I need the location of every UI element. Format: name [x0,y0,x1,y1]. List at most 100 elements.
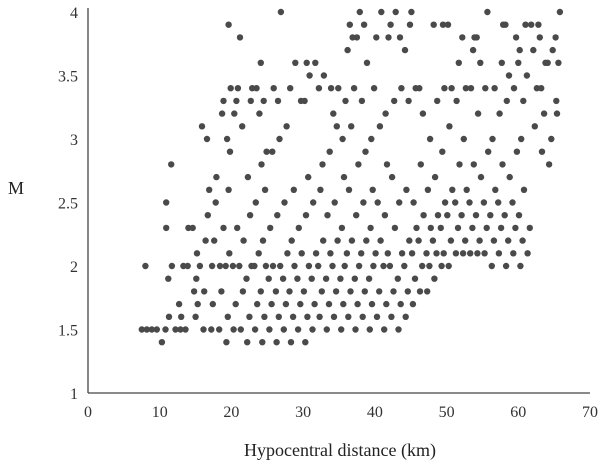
data-point [453,97,460,105]
data-point [467,85,475,92]
data-point [263,148,270,155]
data-point [327,85,335,92]
data-point [308,275,315,282]
data-point [232,300,239,308]
data-point [246,313,253,320]
data-point [334,237,341,244]
data-point [267,224,274,232]
data-point [431,173,439,181]
data-point [218,110,226,117]
data-point [260,97,267,105]
data-point [189,224,196,232]
data-point [517,262,524,270]
data-point [330,313,338,320]
y-tick-label: 2 [70,259,78,276]
data-point [439,148,446,155]
data-point [287,339,295,346]
data-point [337,275,344,282]
data-point [397,300,404,308]
data-point [370,85,378,92]
data-point [340,300,347,308]
y-tick-label: 3.5 [58,69,78,86]
data-point [320,237,327,244]
data-point [390,288,397,295]
data-point [265,275,272,282]
y-tick-label: 1.5 [58,323,78,340]
data-point [441,85,448,92]
x-tick-label: 10 [152,404,168,421]
data-point [287,85,294,92]
data-point [438,262,445,270]
data-point [153,326,160,333]
data-point [344,46,351,54]
data-point [360,21,368,28]
data-point [231,110,238,117]
data-point [350,85,358,92]
data-point [474,250,481,257]
data-point [420,212,427,219]
data-point [326,148,333,155]
data-point [190,288,198,295]
data-point [325,300,333,308]
data-point [203,135,211,143]
data-point [383,161,391,168]
data-point [244,339,251,346]
data-point [288,237,295,244]
data-point [302,339,309,346]
data-point [165,275,172,282]
data-point [233,97,240,105]
x-tick-label: 40 [367,404,383,421]
data-point [272,288,280,295]
data-points [138,8,564,346]
data-point [417,161,424,168]
data-point [355,262,363,270]
data-point [419,110,427,117]
data-point [374,199,381,206]
data-point [289,313,297,320]
data-point [196,262,204,270]
data-point [472,212,480,219]
data-point [243,275,250,282]
data-point [309,326,316,333]
data-point [372,250,379,257]
data-point [319,161,326,168]
data-point [301,97,308,105]
data-point [369,186,376,193]
data-point [317,186,324,193]
data-point [489,135,496,143]
data-point [237,326,244,333]
x-axis-title: Hypocentral distance (km) [244,440,436,461]
data-point [295,224,302,232]
data-point [142,262,149,270]
data-point [406,237,413,244]
data-point [201,288,208,295]
x-tick-label: 50 [439,404,455,421]
data-point [419,262,426,270]
data-point [380,262,387,270]
y-tick-label: 3 [70,132,78,149]
data-point [163,224,170,232]
data-point [138,326,145,333]
y-tick-label: 4 [70,5,78,22]
data-point [553,97,560,105]
data-point [538,85,545,92]
data-point [320,72,328,79]
x-tick-label: 30 [295,404,311,421]
data-point [178,313,185,320]
data-point [274,97,282,105]
data-point [512,224,519,232]
data-point [485,148,492,155]
data-point [480,199,488,206]
data-point [544,59,551,66]
data-point [526,224,533,232]
data-point [261,186,269,193]
data-point [398,85,405,92]
data-point [555,59,562,66]
data-point [444,212,451,219]
data-point [515,59,522,66]
data-point [240,237,247,244]
data-point [391,97,398,105]
data-point [257,59,264,66]
data-point [259,339,266,346]
data-point [362,148,369,155]
